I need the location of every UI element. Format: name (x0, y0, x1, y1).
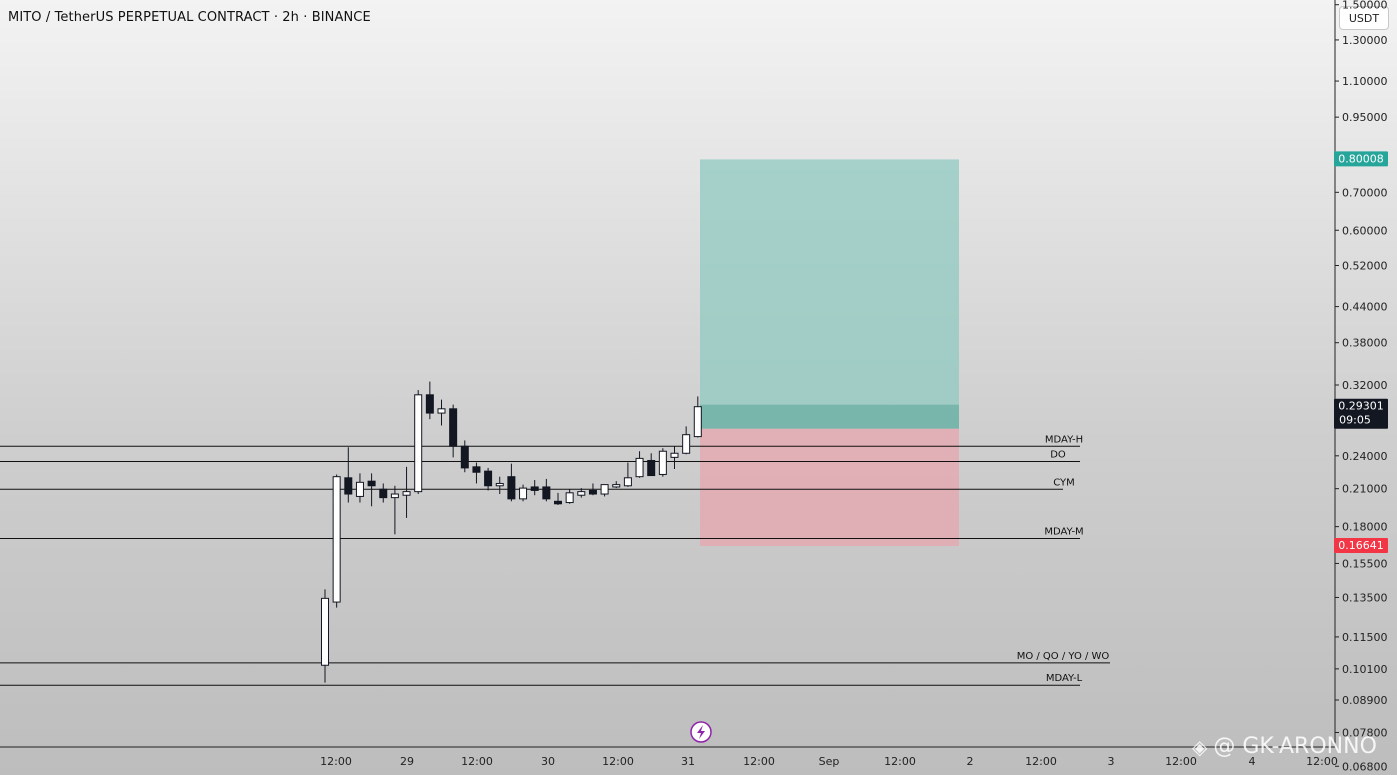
x-tick-label: 12:00 (1306, 755, 1338, 768)
y-tick-label: 0.38000 (1342, 337, 1388, 350)
y-tick-label: 0.44000 (1342, 301, 1388, 314)
profit-zone[interactable] (700, 159, 959, 429)
y-tick-label: 0.10100 (1342, 663, 1388, 676)
candle-body[interactable] (321, 597, 329, 666)
candle-body[interactable] (507, 476, 516, 500)
candle-body[interactable] (390, 493, 399, 499)
y-tick-label: 0.32000 (1342, 379, 1388, 392)
x-tick-label: 3 (1108, 755, 1115, 768)
y-tick-label: 0.60000 (1342, 224, 1388, 237)
x-tick-label: 2 (967, 755, 974, 768)
y-tick-label: 1.50000 (1342, 0, 1388, 12)
current-price-badge-countdown: 09:05 (1339, 414, 1371, 427)
y-tick-label: 0.21000 (1342, 483, 1388, 496)
candle-body[interactable] (693, 406, 702, 438)
candle-body[interactable] (332, 476, 341, 603)
current-price-badge (1334, 398, 1388, 429)
y-tick-label: 0.24000 (1342, 450, 1388, 463)
y-tick-label: 0.07800 (1342, 726, 1388, 739)
y-tick-label: 0.52000 (1342, 259, 1388, 272)
level-label: CYM (1053, 477, 1075, 488)
candle-body[interactable] (612, 484, 621, 488)
y-tick-label: 0.95000 (1342, 111, 1388, 124)
candle-body[interactable] (600, 484, 609, 495)
x-tick-label: 12:00 (602, 755, 634, 768)
candle-body[interactable] (670, 452, 679, 458)
candle-body[interactable] (530, 486, 539, 491)
stop-price-badge-label: 0.16641 (1338, 539, 1384, 552)
candle-body[interactable] (542, 486, 551, 500)
candle-body[interactable] (623, 477, 632, 487)
level-label: MDAY-L (1046, 673, 1083, 684)
candle-body[interactable] (379, 488, 388, 499)
flash-icon[interactable] (690, 721, 712, 743)
stop-price-badge (1334, 537, 1388, 553)
y-tick-label: 0.70000 (1342, 186, 1388, 199)
candle-body[interactable] (565, 492, 574, 504)
target-price-badge (1334, 151, 1388, 167)
level-label: MDAY-H (1045, 434, 1083, 445)
flash-icon-bolt (697, 725, 705, 739)
binance-logo-icon: ◈ (1192, 734, 1208, 759)
candle-body[interactable] (472, 466, 481, 473)
candle-body[interactable] (402, 491, 411, 496)
current-price-badge-label: 0.29301 (1338, 400, 1384, 413)
x-tick-label: 12:00 (461, 755, 493, 768)
candle-body[interactable] (577, 491, 586, 496)
x-tick-label: 12:00 (884, 755, 916, 768)
profit-progress (700, 404, 959, 429)
candle-body[interactable] (460, 445, 469, 469)
candle-body[interactable] (484, 470, 493, 487)
candle-body[interactable] (588, 489, 597, 495)
x-tick-label: 12:00 (1165, 755, 1197, 768)
watermark: ◈ @ GK-ARONNO (1192, 734, 1377, 759)
y-tick-label: 0.15500 (1342, 557, 1388, 570)
candle-body[interactable] (635, 457, 644, 478)
target-price-badge-label: 0.80008 (1338, 152, 1384, 165)
y-tick-label: 0.08900 (1342, 694, 1388, 707)
x-tick-label: Sep (819, 755, 840, 768)
level-label: MDAY-M (1044, 527, 1083, 538)
watermark-text: @ GK-ARONNO (1213, 734, 1377, 759)
x-tick-label: 12:00 (1025, 755, 1057, 768)
y-tick-label: 0.18000 (1342, 521, 1388, 534)
candle-body[interactable] (449, 408, 458, 447)
candle-body[interactable] (425, 394, 434, 414)
currency-button[interactable]: USDT (1339, 6, 1389, 30)
candle-body[interactable] (658, 450, 667, 475)
x-tick-label: 4 (1249, 755, 1256, 768)
level-label: MO / QO / YO / WO (1017, 651, 1110, 662)
chart-title: MITO / TetherUS PERPETUAL CONTRACT · 2h … (8, 10, 371, 25)
y-tick-label: 1.10000 (1342, 75, 1388, 88)
loss-zone[interactable] (700, 428, 959, 546)
x-tick-label: 31 (681, 755, 695, 768)
x-tick-label: 30 (541, 755, 555, 768)
candle-body[interactable] (355, 481, 364, 497)
level-label: DO (1050, 450, 1066, 461)
candle-body[interactable] (647, 459, 656, 477)
candle-body[interactable] (414, 394, 423, 493)
x-tick-label: 12:00 (743, 755, 775, 768)
candle-body[interactable] (682, 434, 691, 454)
candle-body[interactable] (519, 487, 528, 500)
candle-body[interactable] (437, 408, 446, 414)
y-tick-label: 0.06800 (1342, 760, 1388, 773)
candle-body[interactable] (554, 500, 562, 505)
y-tick-label: 0.13500 (1342, 591, 1388, 604)
y-tick-label: 1.30000 (1342, 34, 1388, 47)
candle-body[interactable] (495, 482, 504, 487)
candle-body[interactable] (367, 480, 376, 487)
y-tick-label: 0.11500 (1342, 631, 1388, 644)
x-tick-label: 29 (400, 755, 414, 768)
x-tick-label: 12:00 (320, 755, 352, 768)
candle-body[interactable] (344, 477, 353, 495)
